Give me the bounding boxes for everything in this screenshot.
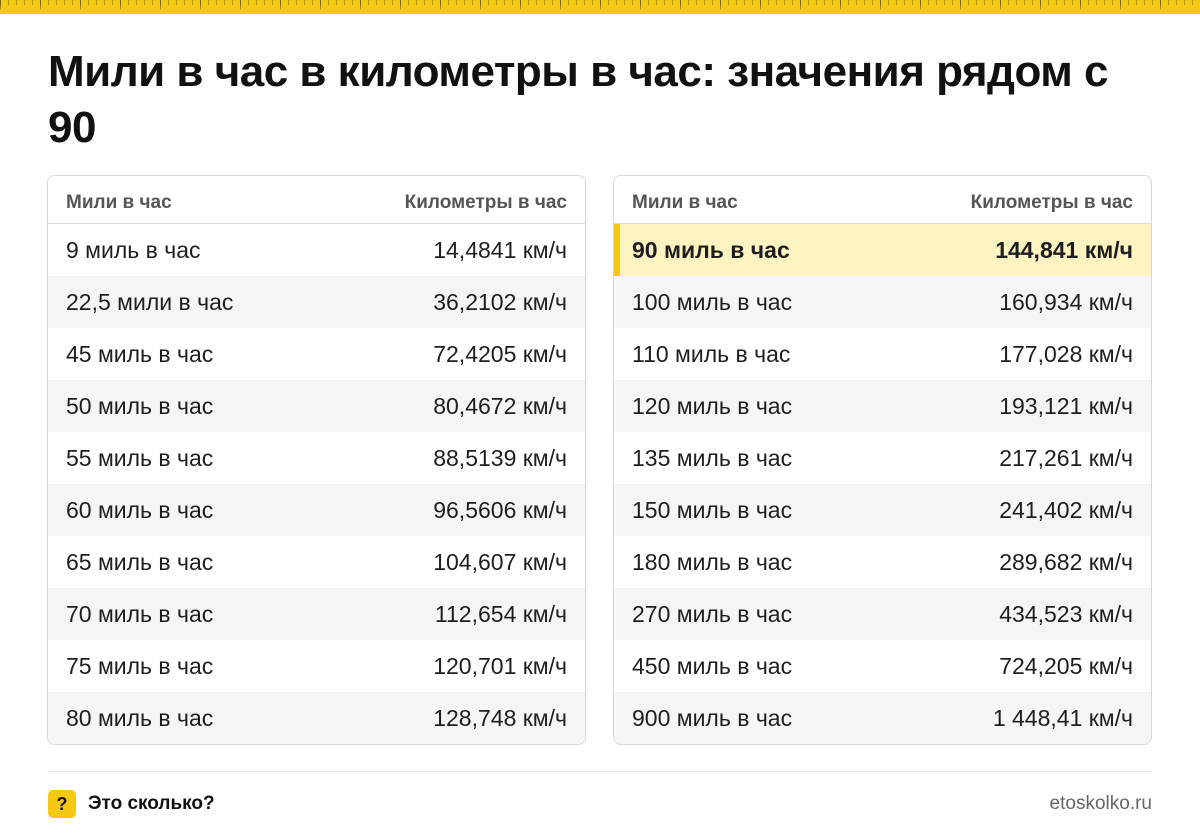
table-row: 270 миль в час 434,523 км/ч: [614, 588, 1151, 640]
footer-site-link[interactable]: etoskolko.ru: [1049, 793, 1152, 814]
mph-value: 450 миль в час: [632, 652, 793, 679]
mph-value: 45 миль в час: [66, 340, 214, 367]
table-row-highlighted: 90 миль в час 144,841 км/ч: [614, 224, 1151, 276]
table-row: 60 миль в час 96,5606 км/ч: [48, 484, 585, 536]
table-body: 90 миль в час 144,841 км/ч 100 миль в час 1…: [614, 224, 1151, 744]
table-header: Мили в час Километры в час: [48, 176, 585, 224]
kmh-value: 434,523 км/ч: [999, 600, 1133, 627]
kmh-value: 144,841 км/ч: [995, 236, 1133, 263]
mph-value: 90 миль в час: [632, 236, 790, 263]
kmh-value: 80,4672 км/ч: [433, 392, 567, 419]
column-header-mph: Мили в час: [66, 191, 172, 213]
column-header-kmh: Километры в час: [404, 191, 567, 213]
mph-value: 180 миль в час: [632, 548, 793, 575]
mph-value: 120 миль в час: [632, 392, 793, 419]
conversion-table-left: Мили в час Километры в час 9 миль в час 1…: [47, 175, 586, 745]
mph-value: 100 миль в час: [632, 288, 793, 315]
question-badge-icon: ?: [48, 790, 76, 818]
table-row: 180 миль в час 289,682 км/ч: [614, 536, 1151, 588]
mph-value: 65 миль в час: [66, 548, 214, 575]
kmh-value: 177,028 км/ч: [999, 340, 1133, 367]
kmh-value: 104,607 км/ч: [433, 548, 567, 575]
kmh-value: 88,5139 км/ч: [433, 444, 567, 471]
table-row: 75 миль в час 120,701 км/ч: [48, 640, 585, 692]
table-row: 9 миль в час 14,4841 км/ч: [48, 224, 585, 276]
footer-brand: Это сколько?: [88, 793, 215, 814]
mph-value: 110 миль в час: [632, 340, 791, 367]
column-header-kmh: Километры в час: [970, 191, 1133, 213]
table-body: 9 миль в час 14,4841 км/ч 22,5 мили в час 3…: [48, 224, 585, 744]
mph-value: 270 миль в час: [632, 600, 793, 627]
column-header-mph: Мили в час: [632, 191, 738, 213]
kmh-value: 120,701 км/ч: [433, 652, 567, 679]
page-title: Мили в час в километры в час: значения р…: [48, 47, 1109, 152]
table-row: 50 миль в час 80,4672 км/ч: [48, 380, 585, 432]
mph-value: 50 миль в час: [66, 392, 214, 419]
table-row: 80 миль в час 128,748 км/ч: [48, 692, 585, 744]
mph-value: 75 миль в час: [66, 652, 214, 679]
table-row: 110 миль в час 177,028 км/ч: [614, 328, 1151, 380]
mph-value: 55 миль в час: [66, 444, 214, 471]
mph-value: 900 миль в час: [632, 704, 793, 731]
kmh-value: 289,682 км/ч: [999, 548, 1133, 575]
kmh-value: 160,934 км/ч: [999, 288, 1133, 315]
kmh-value: 217,261 км/ч: [999, 444, 1133, 471]
table-row: 135 миль в час 217,261 км/ч: [614, 432, 1151, 484]
mph-value: 70 миль в час: [66, 600, 214, 627]
table-row: 150 миль в час 241,402 км/ч: [614, 484, 1151, 536]
table-row: 22,5 мили в час 36,2102 км/ч: [48, 276, 585, 328]
kmh-value: 72,4205 км/ч: [433, 340, 567, 367]
mph-value: 22,5 мили в час: [66, 288, 234, 315]
kmh-value: 112,654 км/ч: [434, 600, 567, 627]
mph-value: 80 миль в час: [66, 704, 214, 731]
mph-value: 60 миль в час: [66, 496, 214, 523]
kmh-value: 241,402 км/ч: [999, 496, 1133, 523]
kmh-value: 36,2102 км/ч: [433, 288, 567, 315]
footer-divider: [48, 771, 1152, 772]
table-row: 55 миль в час 88,5139 км/ч: [48, 432, 585, 484]
kmh-value: 724,205 км/ч: [999, 652, 1133, 679]
table-row: 100 миль в час 160,934 км/ч: [614, 276, 1151, 328]
table-row: 45 миль в час 72,4205 км/ч: [48, 328, 585, 380]
ruler-strip: [0, 0, 1200, 14]
kmh-value: 1 448,41 км/ч: [992, 704, 1133, 731]
table-row: 70 миль в час 112,654 км/ч: [48, 588, 585, 640]
mph-value: 135 миль в час: [632, 444, 793, 471]
kmh-value: 14,4841 км/ч: [433, 236, 567, 263]
table-row: 65 миль в час 104,607 км/ч: [48, 536, 585, 588]
conversion-table-right: Мили в час Километры в час 90 миль в час…: [613, 175, 1152, 745]
table-row: 120 миль в час 193,121 км/ч: [614, 380, 1151, 432]
table-row: 900 миль в час 1 448,41 км/ч: [614, 692, 1151, 744]
kmh-value: 193,121 км/ч: [999, 392, 1133, 419]
table-row: 450 миль в час 724,205 км/ч: [614, 640, 1151, 692]
mph-value: 9 миль в час: [66, 236, 201, 263]
mph-value: 150 миль в час: [632, 496, 793, 523]
kmh-value: 128,748 км/ч: [433, 704, 567, 731]
kmh-value: 96,5606 км/ч: [433, 496, 567, 523]
table-header: Мили в час Километры в час: [614, 176, 1151, 224]
